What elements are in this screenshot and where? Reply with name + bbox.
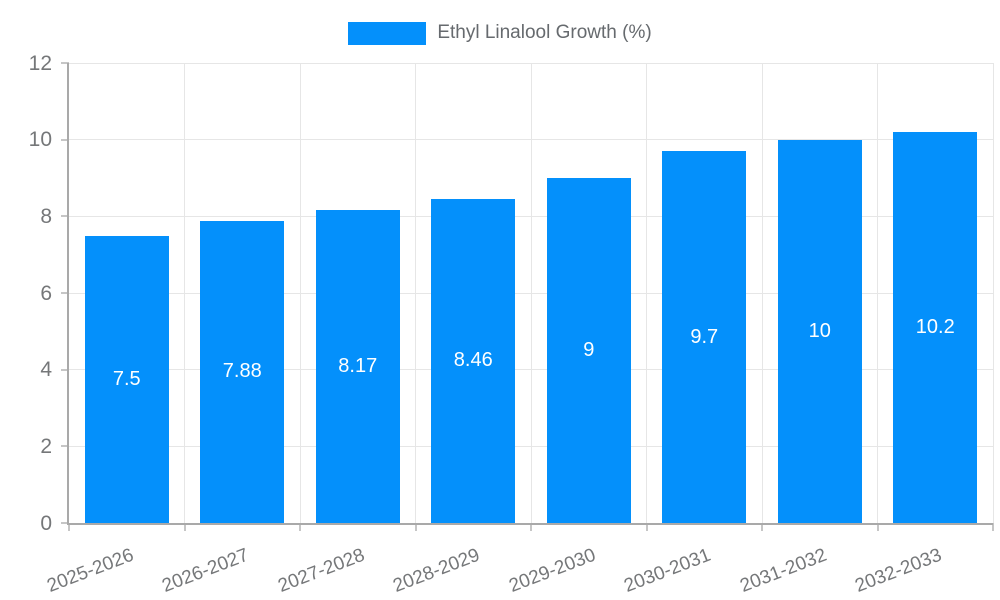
bar[interactable]: 9.7 (662, 151, 747, 523)
gridline-vertical (299, 63, 301, 523)
x-axis-category-label: 2028-2029 (390, 544, 484, 597)
x-axis-category-label: 2026-2027 (159, 544, 253, 597)
bar[interactable]: 7.5 (84, 235, 169, 523)
x-axis-tick (299, 523, 301, 531)
x-axis-tick (414, 523, 417, 531)
y-axis-line (67, 63, 69, 525)
x-axis-tick (876, 523, 879, 531)
bar[interactable]: 8.17 (315, 209, 400, 523)
y-axis-tick-label: 8 (40, 204, 52, 228)
y-axis-tick (61, 368, 69, 371)
bar-value-label: 7.88 (222, 360, 262, 383)
x-axis-line (69, 523, 993, 525)
gridline-vertical (992, 63, 994, 523)
bar[interactable]: 10 (777, 139, 862, 523)
bar-value-label: 8.17 (338, 354, 378, 377)
y-axis-tick-label: 0 (40, 511, 52, 535)
y-axis-tick-label: 4 (40, 358, 52, 382)
x-axis-category-label: 2032-2033 (852, 544, 946, 597)
gridline-vertical (761, 63, 763, 523)
legend-label: Ethyl Linalool Growth (%) (437, 22, 652, 43)
gridline-vertical (184, 63, 185, 523)
x-axis-tick (992, 523, 994, 531)
y-axis-tick (61, 522, 69, 524)
y-axis-tick (61, 62, 69, 64)
bar[interactable]: 9 (546, 178, 631, 523)
bar[interactable]: 7.88 (200, 220, 285, 523)
x-axis-category-label: 2027-2028 (275, 544, 368, 597)
x-axis-tick (530, 523, 532, 531)
x-axis-category-label: 2031-2032 (737, 544, 830, 597)
x-axis-category-label: 2025-2026 (44, 544, 137, 597)
y-axis-tick-label: 10 (28, 128, 52, 152)
y-axis-tick-label: 6 (40, 281, 52, 305)
x-axis-tick (645, 523, 648, 531)
y-axis-tick (61, 445, 69, 448)
x-axis-tick (68, 523, 70, 531)
bar-value-label: 9.7 (690, 325, 719, 348)
gridline-vertical (646, 63, 647, 523)
bar-value-label: 7.5 (112, 367, 141, 390)
legend-item[interactable]: Ethyl Linalool Growth (%) (0, 20, 1000, 46)
legend-swatch (348, 21, 427, 45)
gridline-vertical (530, 63, 532, 523)
x-axis-tick (761, 523, 763, 531)
x-axis-category-label: 2029-2030 (506, 544, 599, 597)
y-axis-tick-label: 2 (40, 434, 52, 458)
x-axis-tick (183, 523, 186, 531)
y-axis-tick (61, 138, 69, 141)
bar-value-label: 8.46 (453, 349, 493, 372)
bar-value-label: 10.2 (915, 316, 955, 338)
y-axis-tick (61, 215, 69, 218)
y-axis-tick-label: 12 (28, 51, 52, 75)
gridline-vertical (877, 63, 878, 523)
x-axis-category-label: 2030-2031 (621, 544, 715, 597)
bar-value-label: 10 (808, 319, 831, 342)
bar[interactable]: 10.2 (893, 132, 978, 523)
bar[interactable]: 8.46 (431, 198, 516, 523)
gridline-vertical (415, 63, 416, 523)
y-axis-tick (61, 292, 69, 294)
bar-value-label: 9 (583, 339, 595, 361)
